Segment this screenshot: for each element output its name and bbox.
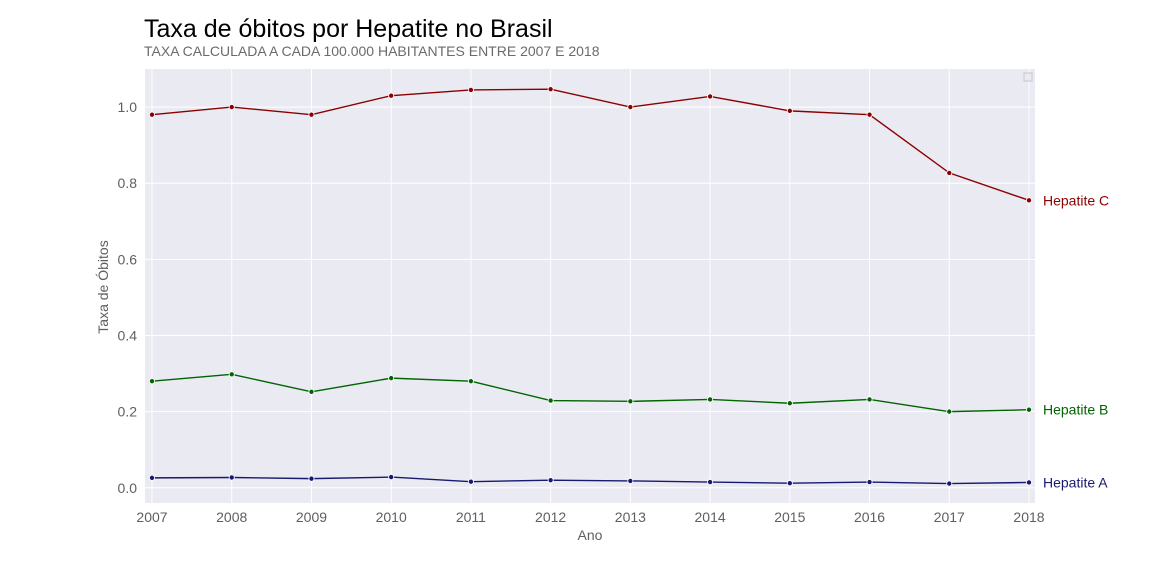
series-line bbox=[151, 476, 1030, 485]
y-tick-label: 0.8 bbox=[118, 175, 138, 191]
legend-box bbox=[1023, 72, 1033, 82]
data-point bbox=[388, 474, 395, 481]
x-tick-label: 2017 bbox=[934, 509, 965, 525]
data-point bbox=[467, 378, 474, 385]
x-tick-label: 2009 bbox=[296, 509, 327, 525]
y-tick-label: 0.0 bbox=[118, 480, 138, 496]
data-point bbox=[228, 104, 235, 111]
data-point bbox=[946, 480, 953, 487]
y-tick-label: 0.4 bbox=[118, 327, 138, 343]
series-line bbox=[151, 373, 1030, 413]
data-point bbox=[1026, 406, 1033, 413]
x-tick-label: 2018 bbox=[1013, 509, 1044, 525]
y-axis-label: Taxa de Óbitos bbox=[95, 240, 111, 333]
data-point bbox=[388, 375, 395, 382]
y-tick-label: 0.6 bbox=[118, 251, 138, 267]
data-point bbox=[228, 474, 235, 481]
x-tick-label: 2016 bbox=[854, 509, 885, 525]
series-end-label: Hepatite C bbox=[1043, 192, 1109, 208]
x-tick-label: 2014 bbox=[695, 509, 726, 525]
series-hepatite-c: Hepatite C bbox=[148, 86, 1109, 208]
series-end-label: Hepatite B bbox=[1043, 402, 1108, 418]
x-tick-label: 2008 bbox=[216, 509, 247, 525]
data-point bbox=[946, 408, 953, 415]
x-tick-label: 2012 bbox=[535, 509, 566, 525]
data-point bbox=[707, 396, 714, 403]
data-point bbox=[308, 388, 315, 395]
series-hepatite-a: Hepatite A bbox=[148, 474, 1108, 490]
data-point bbox=[547, 397, 554, 404]
data-point bbox=[1026, 479, 1033, 486]
tick-labels: 0.0 0.2 0.4 0.6 0.8 1.0 2007 2008 2009 2010 2011 20… bbox=[118, 99, 1045, 525]
y-tick-label: 1.0 bbox=[118, 99, 138, 115]
x-tick-label: 2015 bbox=[774, 509, 805, 525]
series-group: Hepatite C Hepatite B Hepatite A bbox=[148, 86, 1109, 490]
series-end-label: Hepatite A bbox=[1043, 474, 1108, 490]
data-point bbox=[627, 398, 634, 405]
x-axis-label: Ano bbox=[578, 527, 603, 543]
x-tick-label: 2013 bbox=[615, 509, 646, 525]
series-line bbox=[151, 88, 1030, 202]
x-tick-label: 2007 bbox=[136, 509, 167, 525]
data-point bbox=[866, 111, 873, 118]
data-point bbox=[866, 396, 873, 403]
series-hepatite-b: Hepatite B bbox=[148, 371, 1108, 418]
grid-lines bbox=[145, 69, 1035, 503]
data-point bbox=[547, 477, 554, 484]
data-point bbox=[148, 111, 155, 118]
data-point bbox=[627, 477, 634, 484]
data-point bbox=[946, 169, 953, 176]
y-tick-label: 0.2 bbox=[118, 404, 138, 420]
data-point bbox=[1026, 197, 1033, 204]
data-point bbox=[786, 107, 793, 114]
x-tick-label: 2011 bbox=[456, 509, 486, 525]
plot-background bbox=[145, 69, 1035, 503]
data-point bbox=[786, 480, 793, 487]
chart-subtitle: TAXA CALCULADA A CADA 100.000 HABITANTES… bbox=[144, 43, 600, 59]
data-point bbox=[388, 92, 395, 99]
data-point bbox=[467, 478, 474, 485]
data-point bbox=[707, 93, 714, 100]
data-point bbox=[148, 378, 155, 385]
chart-title: Taxa de óbitos por Hepatite no Brasil bbox=[144, 15, 553, 43]
data-point bbox=[627, 104, 634, 111]
data-point bbox=[148, 474, 155, 481]
x-tick-label: 2010 bbox=[376, 509, 407, 525]
data-point bbox=[308, 475, 315, 482]
data-point bbox=[228, 371, 235, 378]
data-point bbox=[467, 86, 474, 93]
data-point bbox=[547, 86, 554, 93]
data-point bbox=[866, 479, 873, 486]
data-point bbox=[308, 111, 315, 118]
data-point bbox=[707, 479, 714, 486]
data-point bbox=[786, 400, 793, 407]
